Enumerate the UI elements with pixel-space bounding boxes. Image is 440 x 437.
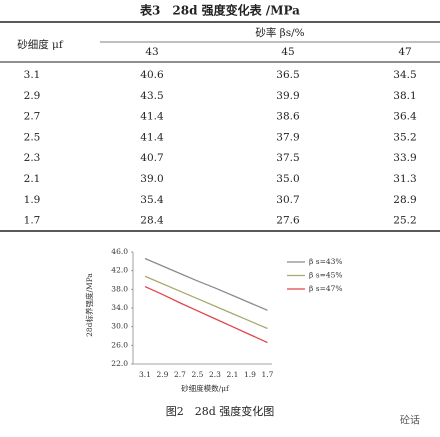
table-cell: 38.1 — [393, 90, 416, 102]
legend-label: β s=47% — [309, 284, 343, 293]
y-tick-label: 34.0 — [111, 303, 128, 312]
x-tick-label: 2.5 — [192, 370, 204, 379]
table-cell: 34.5 — [393, 69, 416, 81]
y-tick-label: 46.0 — [111, 247, 128, 256]
row-label: 2.9 — [24, 90, 41, 102]
y-tick-label: 42.0 — [111, 266, 128, 275]
x-tick-label: 1.9 — [244, 370, 256, 379]
figure-caption: 图2 28d 强度变化图 — [166, 404, 275, 418]
watermark: 砼话 — [400, 414, 420, 427]
y-tick-label: 22.0 — [111, 359, 128, 368]
row-label: 2.3 — [24, 152, 41, 164]
table-cell: 40.7 — [140, 152, 163, 164]
table-title: 表3 28d 强度变化表 /MPa — [139, 3, 300, 18]
row-label: 2.1 — [24, 173, 41, 185]
x-tick-label: 2.3 — [209, 370, 221, 379]
x-tick-label: 2.9 — [157, 370, 169, 379]
column-header: 45 — [281, 46, 294, 58]
y-tick-label: 38.0 — [111, 284, 128, 293]
table-cell: 39.9 — [276, 90, 299, 102]
table-cell: 41.4 — [140, 131, 164, 143]
series-line — [144, 275, 268, 330]
table-cell: 33.9 — [393, 152, 416, 164]
series-line — [144, 285, 268, 344]
row-label: 1.7 — [24, 215, 41, 227]
table-cell: 28.9 — [393, 194, 416, 206]
column-header: 47 — [398, 46, 411, 58]
table-cell: 31.3 — [393, 173, 416, 185]
table-cell: 35.0 — [276, 173, 299, 185]
legend-label: β s=43% — [309, 257, 343, 266]
row-label: 1.9 — [24, 194, 41, 206]
table-cell: 27.6 — [276, 215, 300, 227]
table-cell: 43.5 — [140, 90, 163, 102]
x-tick-label: 2.1 — [227, 370, 239, 379]
table-cell: 36.4 — [393, 111, 417, 123]
y-tick-label: 26.0 — [111, 340, 128, 349]
table-cell: 35.2 — [393, 131, 416, 143]
series-line — [144, 257, 268, 311]
table-cell: 35.4 — [140, 194, 164, 206]
table-cell: 36.5 — [276, 69, 299, 81]
y-axis-title: 28d标养强度/MPa — [84, 273, 94, 337]
y-tick-label: 30.0 — [111, 322, 128, 331]
row-header: 砂细度 μf — [17, 38, 64, 51]
table-cell: 25.2 — [393, 215, 416, 227]
table-cell: 39.0 — [140, 173, 163, 185]
legend-label: β s=45% — [309, 271, 343, 280]
row-label: 2.5 — [24, 131, 41, 143]
table-cell: 41.4 — [140, 111, 164, 123]
table-cell: 37.9 — [276, 131, 299, 143]
row-label: 2.7 — [24, 111, 41, 123]
table-cell: 30.7 — [276, 194, 299, 206]
table-cell: 40.6 — [140, 69, 164, 81]
x-tick-label: 2.7 — [174, 370, 186, 379]
x-axis-title: 砂细度模数/μf — [181, 383, 230, 393]
group-header: 砂率 βs/% — [255, 26, 304, 39]
x-tick-label: 3.1 — [139, 370, 151, 379]
table-cell: 28.4 — [140, 215, 164, 227]
table-cell: 38.6 — [276, 111, 300, 123]
column-header: 43 — [145, 46, 158, 58]
row-label: 3.1 — [24, 69, 41, 81]
x-tick-label: 1.7 — [262, 370, 274, 379]
table-cell: 37.5 — [276, 152, 299, 164]
